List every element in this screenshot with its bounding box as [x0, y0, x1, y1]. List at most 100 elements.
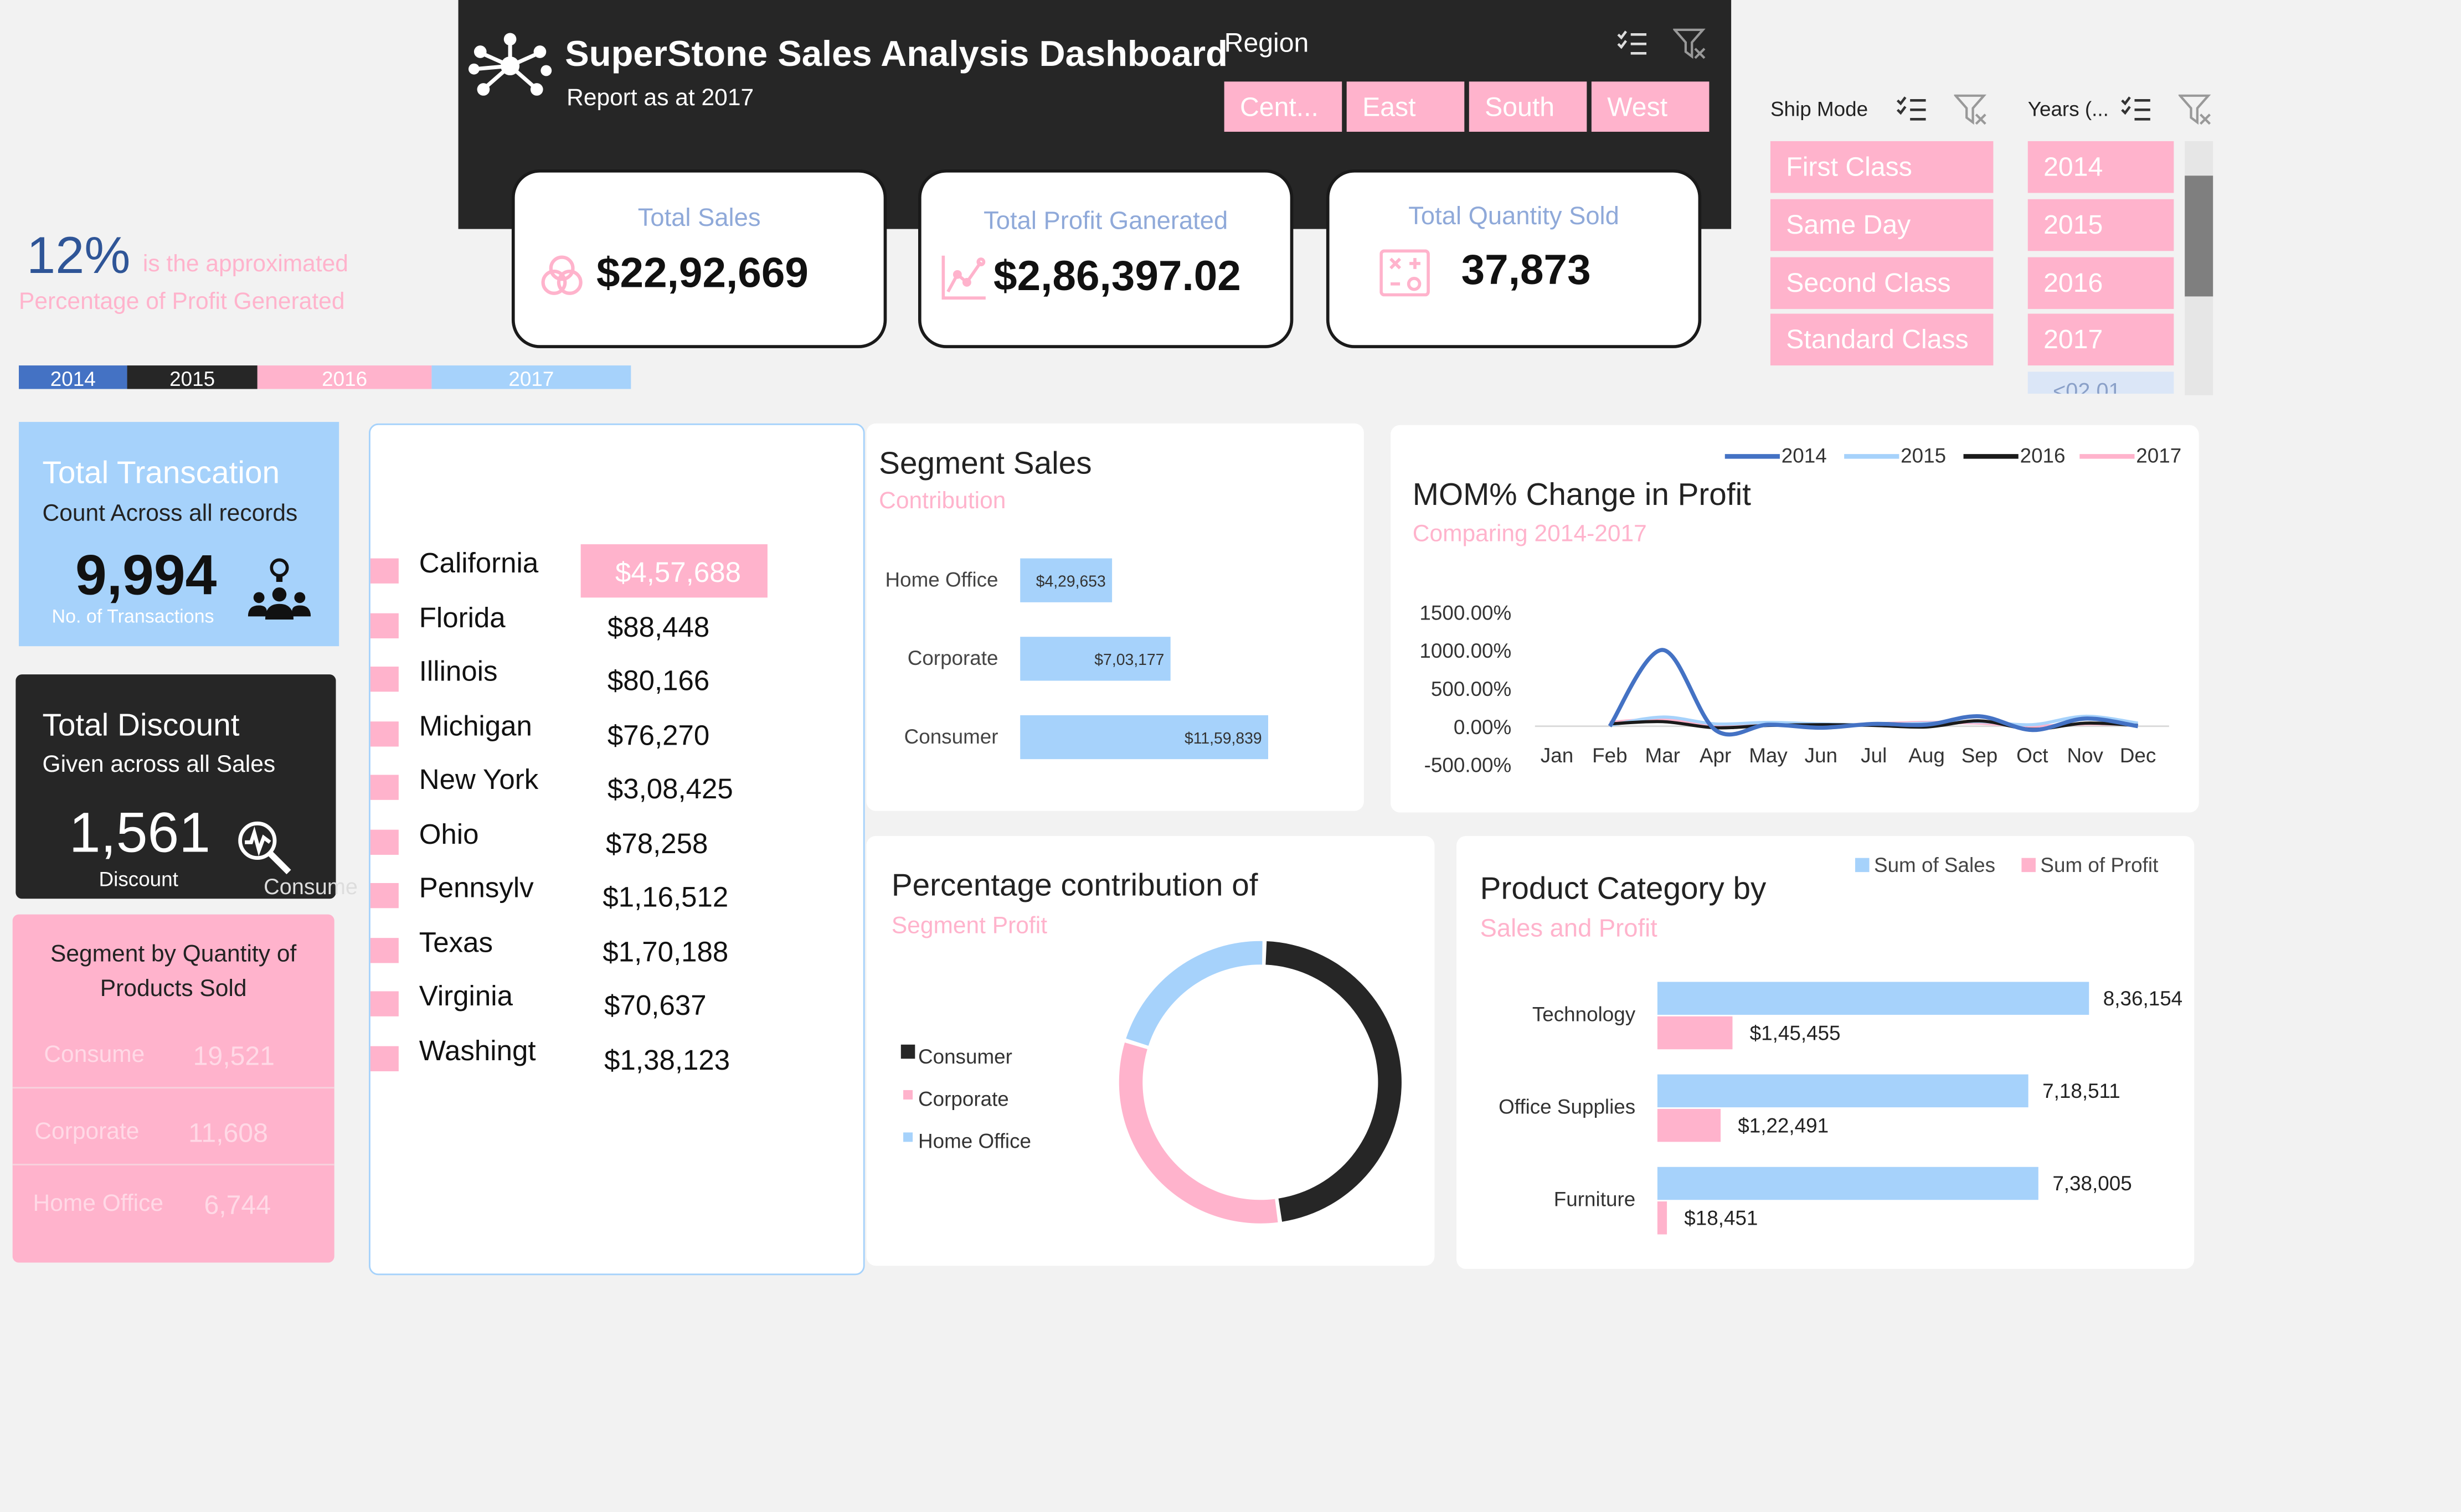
mom-y-tick-label: 1000.00%	[1419, 639, 1511, 662]
segment-profit-card: Percentage contribution of Segment Profi…	[866, 835, 1435, 1266]
region-option-central[interactable]: Cent...	[1224, 81, 1342, 132]
mom-x-tick-label: Oct	[2016, 744, 2048, 767]
transactions-value: 9,994	[75, 543, 217, 607]
state-name: Pennsylv	[419, 872, 534, 904]
ship-mode-second-class[interactable]: Second Class	[1770, 257, 1994, 309]
ship-mode-standard-class[interactable]: Standard Class	[1770, 313, 1994, 366]
mom-x-tick-label: Sep	[1961, 744, 1998, 767]
mom-y-tick-label: 500.00%	[1431, 678, 1511, 700]
years-scrollbar-thumb[interactable]	[2185, 176, 2213, 297]
total-sales-card: Total Sales $22,92,669	[511, 169, 887, 348]
segment-quantity-row: Home Office 6,744	[13, 1181, 334, 1231]
segment-quantity-row: Corporate 11,608	[12, 1104, 334, 1165]
discount-card: Total Discount Given across all Sales 1,…	[16, 674, 358, 899]
profit-percent-text: is the approximated	[142, 251, 348, 278]
segment-quantity-row: Consume 19,521	[12, 1028, 334, 1089]
years-clear-filter-icon[interactable]	[2177, 94, 2213, 126]
total-profit-value: $2,86,397.02	[993, 252, 1241, 300]
years-option-2014[interactable]: 2014	[2027, 141, 2174, 193]
ship-mode-clear-filter-icon[interactable]	[1953, 94, 1989, 126]
product-category-card: Product Category by Sales and Profit 8,3…	[1456, 835, 2195, 1269]
mom-legend-label: 2016	[2020, 445, 2066, 467]
ship-mode-multi-select-icon[interactable]	[1896, 96, 1928, 124]
product-profit-bar	[1657, 1016, 1733, 1050]
years-option-2016[interactable]: 2016	[2027, 257, 2174, 309]
product-legend-swatch	[1855, 858, 1870, 873]
state-row[interactable]: Pennsylv $1,16,512	[370, 872, 857, 925]
segment-quantity-card: Segment by Quantity of Products Sold Con…	[12, 914, 334, 1263]
mom-legend-label: 2015	[1901, 445, 1946, 467]
donut-legend-label: Corporate	[918, 1087, 1009, 1110]
ship-mode-same-day[interactable]: Same Day	[1770, 199, 1994, 251]
state-row[interactable]: Washingt $1,38,123	[370, 1035, 857, 1088]
total-sales-value: $22,92,669	[596, 249, 809, 297]
mom-x-tick-label: Apr	[1700, 744, 1731, 767]
years-multi-select-icon[interactable]	[2120, 96, 2152, 124]
state-marker	[370, 991, 399, 1016]
mom-x-tick-label: Dec	[2120, 744, 2156, 767]
multi-select-icon[interactable]	[1616, 30, 1648, 58]
segment-profit-subtitle: Segment Profit	[891, 912, 1048, 940]
total-quantity-card: Total Quantity Sold 37,873	[1326, 169, 1702, 348]
region-option-west[interactable]: West	[1591, 81, 1710, 132]
years-option-2015[interactable]: 2015	[2027, 199, 2174, 251]
segment-sales-chart: Home Office $4,29,653 Corporate $7,03,177 Co…	[885, 558, 1269, 760]
product-category-label: Technology	[1532, 1003, 1636, 1025]
total-quantity-title: Total Quantity Sold	[1408, 204, 1619, 231]
region-option-south[interactable]: South	[1469, 81, 1587, 132]
years-option-partial[interactable]: <02 01	[2027, 371, 2174, 394]
donut-legend-swatch	[903, 1132, 913, 1142]
state-name: California	[419, 547, 539, 579]
product-category-chart: 8,36,154 $1,45,455 Technology 7,18,511 $1,22…	[1499, 854, 2182, 1235]
state-row[interactable]: Florida $88,448	[370, 602, 857, 656]
mom-profit-card: MOM% Change in Profit Comparing 2014-201…	[1391, 425, 2199, 813]
ship-mode-first-class[interactable]: First Class	[1770, 141, 1994, 193]
state-name: Texas	[419, 927, 493, 958]
clear-filter-icon[interactable]	[1672, 28, 1707, 60]
donut-legend-swatch	[900, 1044, 915, 1059]
state-name: Ohio	[419, 818, 479, 850]
dashboard-title: SuperStone Sales Analysis Dashboard	[565, 33, 1228, 74]
state-name: New York	[419, 763, 539, 796]
product-profit-bar	[1657, 1108, 1721, 1142]
discount-overflow-label: Consume	[264, 873, 358, 899]
segment-sales-card: Segment Sales Contribution Home Office $4…	[866, 423, 1364, 811]
product-profit-label: $18,451	[1684, 1207, 1758, 1230]
state-marker	[370, 1046, 399, 1071]
year-legend-2016: 2016	[257, 365, 432, 390]
state-marker	[370, 775, 399, 800]
profit-percent-caption: Percentage of Profit Generated	[19, 288, 345, 316]
state-row[interactable]: Illinois $80,166	[370, 656, 857, 709]
mom-legend-label: 2014	[1782, 445, 1827, 467]
donut-slice-corporate	[1119, 1043, 1278, 1224]
states-sales-card: California $4,57,688 Florida $88,448 Illin…	[369, 423, 865, 1276]
state-row[interactable]: California $4,57,688	[370, 548, 857, 601]
state-marker	[370, 667, 399, 692]
years-option-2017[interactable]: 2017	[2027, 313, 2174, 366]
product-profit-bar	[1657, 1201, 1667, 1235]
segment-sales-category-label: Consumer	[904, 725, 998, 748]
segment-quantity-value: 6,744	[204, 1190, 271, 1221]
transactions-title: Total Transcation	[42, 456, 280, 491]
state-marker	[370, 938, 399, 963]
segment-sales-bar	[1020, 558, 1113, 602]
transactions-card: Total Transcation Count Across all recor…	[19, 422, 339, 647]
segment-quantity-name: Consume	[44, 1041, 145, 1069]
segment-quantity-title-line1: Segment by Quantity of	[50, 941, 297, 968]
mom-profit-chart: 1500.00% 1000.00% 500.00% 0.00% -500.00% Jan F…	[1419, 445, 2181, 777]
state-name: Virginia	[419, 980, 513, 1012]
transactions-subtitle: Count Across all records	[42, 500, 298, 527]
state-row[interactable]: Virginia $70,637	[370, 981, 857, 1034]
state-row[interactable]: Texas $1,70,188	[370, 927, 857, 980]
mom-y-tick-label: 0.00%	[1454, 716, 1511, 739]
state-row[interactable]: New York $3,08,425	[370, 764, 857, 817]
state-marker	[370, 558, 399, 584]
abacus-icon	[1379, 249, 1430, 297]
state-row[interactable]: Michigan $76,270	[370, 710, 857, 763]
region-option-east[interactable]: East	[1346, 81, 1465, 132]
product-category-label: Furniture	[1554, 1188, 1635, 1211]
state-row[interactable]: Ohio $78,258	[370, 819, 857, 872]
mom-x-tick-label: Jun	[1805, 744, 1837, 767]
transactions-caption: No. of Transactions	[52, 605, 214, 628]
